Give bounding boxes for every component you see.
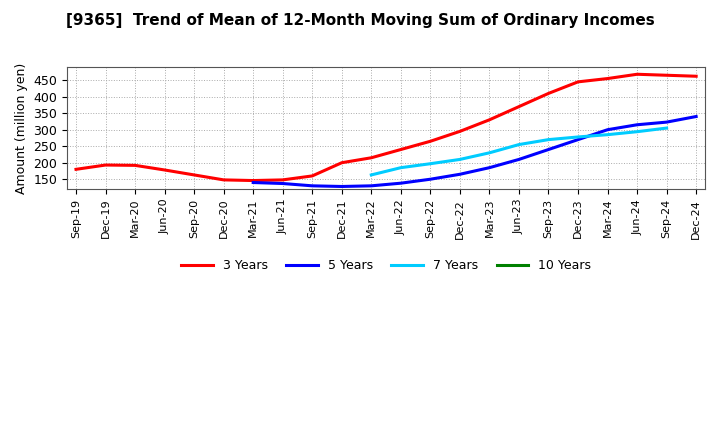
3 Years [397, 147, 405, 152]
5 Years [308, 183, 317, 188]
7 Years [426, 161, 435, 166]
3 Years [692, 73, 701, 79]
3 Years [633, 72, 642, 77]
5 Years [338, 184, 346, 189]
3 Years [161, 167, 169, 172]
Y-axis label: Amount (million yen): Amount (million yen) [15, 62, 28, 194]
3 Years [603, 76, 612, 81]
5 Years [515, 157, 523, 162]
7 Years [662, 125, 671, 131]
5 Years [633, 122, 642, 128]
3 Years [515, 104, 523, 109]
3 Years [308, 173, 317, 179]
3 Years [662, 73, 671, 78]
Line: 3 Years: 3 Years [76, 74, 696, 180]
3 Years [131, 163, 140, 168]
5 Years [249, 180, 258, 185]
3 Years [574, 79, 582, 84]
Line: 5 Years: 5 Years [253, 117, 696, 187]
Text: [9365]  Trend of Mean of 12-Month Moving Sum of Ordinary Incomes: [9365] Trend of Mean of 12-Month Moving … [66, 13, 654, 28]
7 Years [397, 165, 405, 170]
3 Years [102, 162, 110, 168]
3 Years [72, 167, 81, 172]
7 Years [515, 142, 523, 147]
5 Years [692, 114, 701, 119]
5 Years [456, 172, 464, 177]
5 Years [485, 165, 494, 170]
3 Years [544, 91, 553, 96]
3 Years [249, 178, 258, 183]
5 Years [662, 120, 671, 125]
7 Years [456, 157, 464, 162]
Line: 7 Years: 7 Years [372, 128, 667, 175]
5 Years [279, 181, 287, 186]
5 Years [397, 180, 405, 186]
5 Years [544, 147, 553, 152]
3 Years [338, 160, 346, 165]
7 Years [485, 150, 494, 155]
7 Years [603, 132, 612, 137]
3 Years [220, 177, 228, 183]
7 Years [574, 134, 582, 139]
3 Years [456, 129, 464, 134]
Legend: 3 Years, 5 Years, 7 Years, 10 Years: 3 Years, 5 Years, 7 Years, 10 Years [176, 254, 596, 277]
5 Years [574, 137, 582, 142]
5 Years [603, 127, 612, 132]
3 Years [279, 177, 287, 183]
3 Years [426, 139, 435, 144]
7 Years [633, 129, 642, 134]
5 Years [367, 183, 376, 188]
7 Years [544, 137, 553, 142]
7 Years [367, 172, 376, 178]
3 Years [485, 117, 494, 122]
3 Years [367, 155, 376, 161]
3 Years [190, 172, 199, 178]
5 Years [426, 176, 435, 182]
